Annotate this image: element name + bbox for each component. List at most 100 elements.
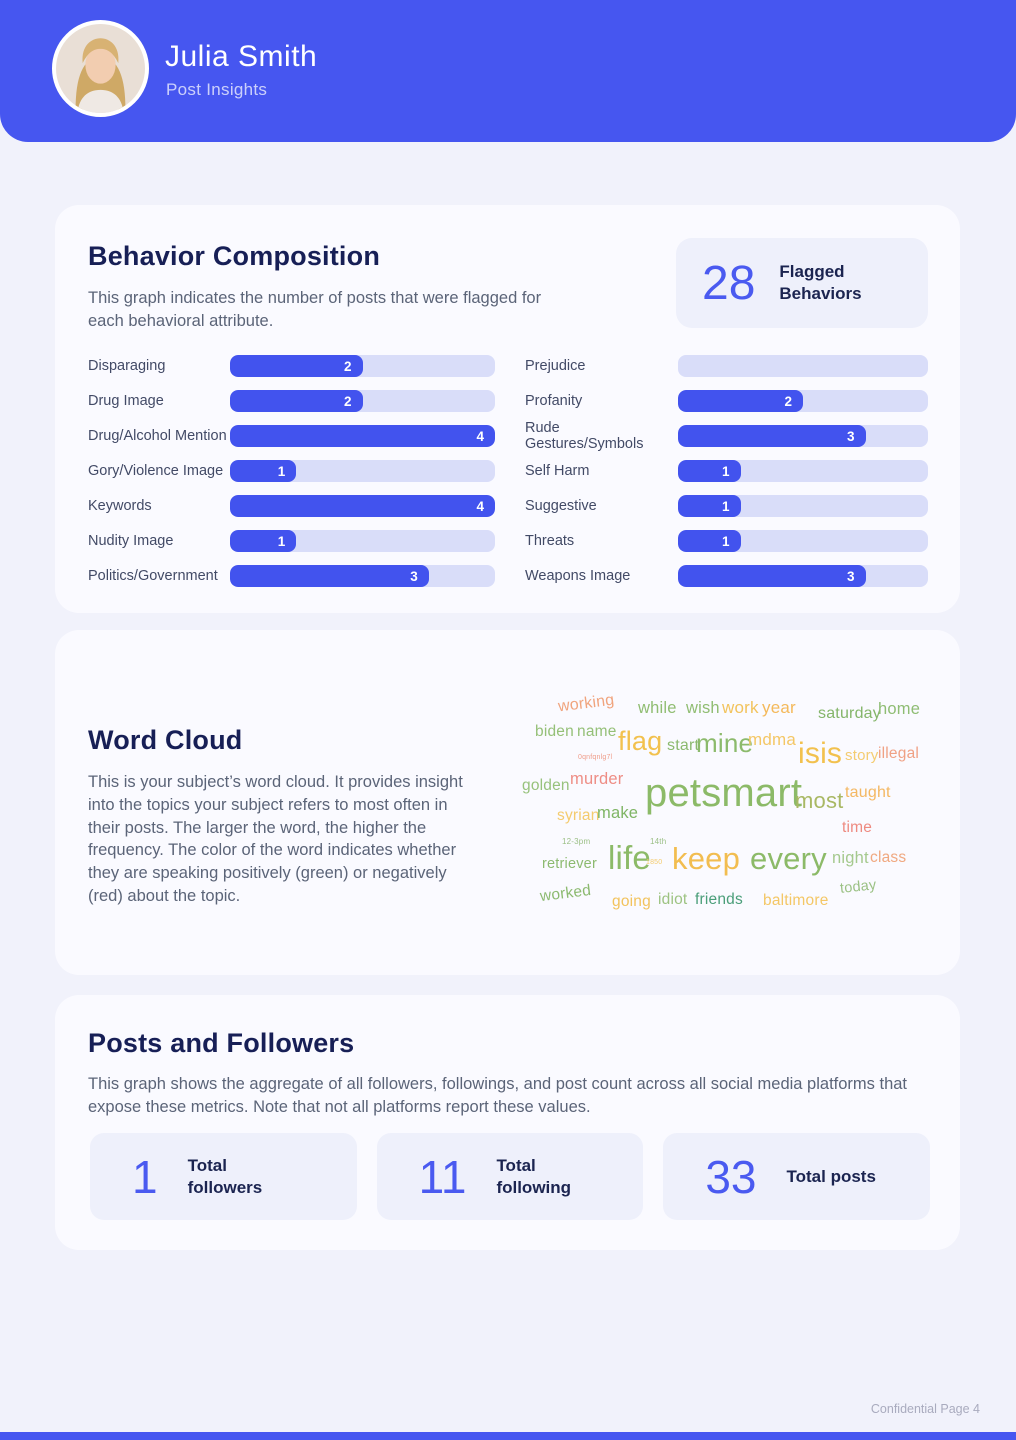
- word-cloud-word: start: [667, 737, 700, 754]
- behavior-bar-value: 1: [721, 498, 730, 514]
- behavior-bar-fill: 2: [678, 390, 803, 412]
- word-cloud-word: 12-3pm: [562, 837, 591, 846]
- behavior-bar-fill: 2: [230, 355, 363, 377]
- word-cloud-word: night: [832, 849, 869, 867]
- word-cloud-word: golden: [522, 777, 570, 794]
- stat-label: Total following: [496, 1156, 572, 1197]
- behavior-bar-value: 4: [476, 428, 484, 444]
- word-cloud-word: going: [612, 893, 651, 910]
- behavior-bar-track: 0: [678, 355, 928, 377]
- behavior-bar-track: 2: [230, 390, 495, 412]
- behavior-row: Self Harm 1: [525, 460, 928, 482]
- footer-confidential-text: Confidential Page 4: [870, 1402, 980, 1416]
- word-cloud-word: petsmart: [645, 771, 803, 815]
- behavior-bar-value: 4: [476, 498, 484, 514]
- behavior-row: Nudity Image 1: [88, 530, 495, 552]
- behavior-row: Weapons Image 3: [525, 565, 928, 587]
- stat-value: 11: [418, 1150, 467, 1203]
- behavior-bar-value: 3: [846, 428, 855, 444]
- behavior-label: Politics/Government: [88, 568, 218, 584]
- behavior-label: Self Harm: [525, 463, 590, 479]
- behavior-label: Profanity: [525, 393, 583, 409]
- behavior-bar-value: 3: [410, 568, 418, 584]
- behavior-bar-track: 3: [678, 565, 928, 587]
- word-cloud-word: flag: [618, 726, 663, 756]
- behavior-description: This graph indicates the number of posts…: [88, 289, 542, 330]
- behavior-bar-track: 3: [230, 565, 495, 587]
- word-cloud-word: murder: [570, 770, 624, 788]
- word-cloud-word: retriever: [542, 856, 597, 872]
- word-cloud-word: 14th: [650, 837, 667, 846]
- word-cloud-word: work: [722, 698, 759, 717]
- behavior-label: Rude Gestures/Symbols: [525, 420, 644, 452]
- behavior-label: Keywords: [88, 498, 152, 514]
- word-cloud-word: taught: [845, 784, 891, 801]
- header-banner: Julia Smith Post Insights: [0, 0, 1016, 142]
- behavior-title: Behavior Composition: [88, 241, 381, 271]
- word-cloud-word: worked: [539, 881, 592, 906]
- behavior-bar-track: 1: [230, 530, 495, 552]
- word-cloud-word: life: [608, 839, 651, 876]
- word-cloud-card: Word Cloud This is your subject’s word c…: [55, 630, 960, 975]
- behavior-bar-track: 1: [230, 460, 495, 482]
- word-cloud-word: 1850: [646, 859, 663, 866]
- behavior-row: Drug Image 2: [88, 390, 495, 412]
- word-cloud-word: mine: [696, 728, 754, 758]
- word-cloud-word: while: [638, 699, 677, 717]
- behavior-bar-track: 2: [230, 355, 495, 377]
- behavior-label: Gory/Violence Image: [88, 463, 224, 479]
- behavior-row: Gory/Violence Image 1: [88, 460, 495, 482]
- word-cloud-word: biden: [535, 723, 574, 740]
- behavior-bar-fill: 1: [678, 530, 741, 552]
- behavior-label: Threats: [525, 533, 575, 549]
- stat-tile: 11 Total following: [376, 1133, 644, 1220]
- behavior-label: Disparaging: [88, 358, 166, 374]
- behavior-bar-track: 1: [678, 460, 928, 482]
- word-cloud-word: story: [845, 747, 879, 764]
- posts-title: Posts and Followers: [88, 1028, 355, 1058]
- word-cloud-word: idiot: [658, 891, 688, 908]
- word-cloud-word: syrian: [557, 807, 600, 824]
- report-subtitle: Post Insights: [166, 80, 268, 99]
- word-cloud-word: every: [750, 841, 827, 876]
- behavior-bar-track: 3: [678, 425, 928, 447]
- behavior-row: Threats 1: [525, 530, 928, 552]
- behavior-bar-fill: 1: [678, 460, 741, 482]
- behavior-label: Drug Image: [88, 393, 164, 409]
- behavior-bar-track: 1: [678, 530, 928, 552]
- word-cloud-word: working: [557, 691, 616, 716]
- word-cloud-word: make: [597, 804, 639, 822]
- word-cloud-word: today: [839, 877, 878, 897]
- word-cloud-word: year: [762, 698, 796, 717]
- behavior-bar-fill: 2: [230, 390, 363, 412]
- behavior-row: Suggestive 1: [525, 495, 928, 517]
- behavior-bar-value: 2: [343, 358, 352, 374]
- word-cloud-word: 0qnfqnlg7l: [578, 754, 613, 761]
- posts-description: This graph shows the aggregate of all fo…: [88, 1075, 908, 1116]
- behavior-label: Drug/Alcohol Mention: [88, 428, 227, 444]
- behavior-bar-fill: 4: [230, 495, 495, 517]
- word-cloud-word: keep: [672, 841, 741, 876]
- word-cloud: working while wish work year saturday ho…: [520, 685, 940, 920]
- stats-row: 1 Total followers 11 Total following 33 …: [90, 1133, 931, 1220]
- behavior-bar-value: 1: [721, 463, 730, 479]
- word-cloud-word: friends: [695, 891, 743, 908]
- behavior-row: Prejudice 0: [525, 355, 928, 377]
- behavior-bar-fill: 3: [678, 425, 866, 447]
- stat-label: Total posts: [786, 1166, 876, 1186]
- word-cloud-word: isis: [798, 737, 843, 770]
- flagged-behaviors-tile: 28 Flagged Behaviors: [676, 238, 928, 328]
- behavior-bar-value: 2: [343, 393, 352, 409]
- word-cloud-word: mdma: [748, 730, 797, 749]
- footer-accent-bar: [0, 1432, 1016, 1440]
- word-cloud-word: saturday: [818, 705, 881, 722]
- word-cloud-word: name: [577, 723, 617, 740]
- word-cloud-word: wish: [686, 699, 720, 717]
- behavior-bar-value: 2: [784, 393, 792, 409]
- word-cloud-title: Word Cloud: [88, 725, 243, 755]
- flagged-count: 28: [702, 256, 756, 310]
- behavior-row: Rude Gestures/Symbols 3: [525, 420, 928, 452]
- word-cloud-word: illegal: [878, 745, 920, 762]
- behavior-bar-track: 4: [230, 495, 495, 517]
- stat-label: Total followers: [187, 1156, 263, 1197]
